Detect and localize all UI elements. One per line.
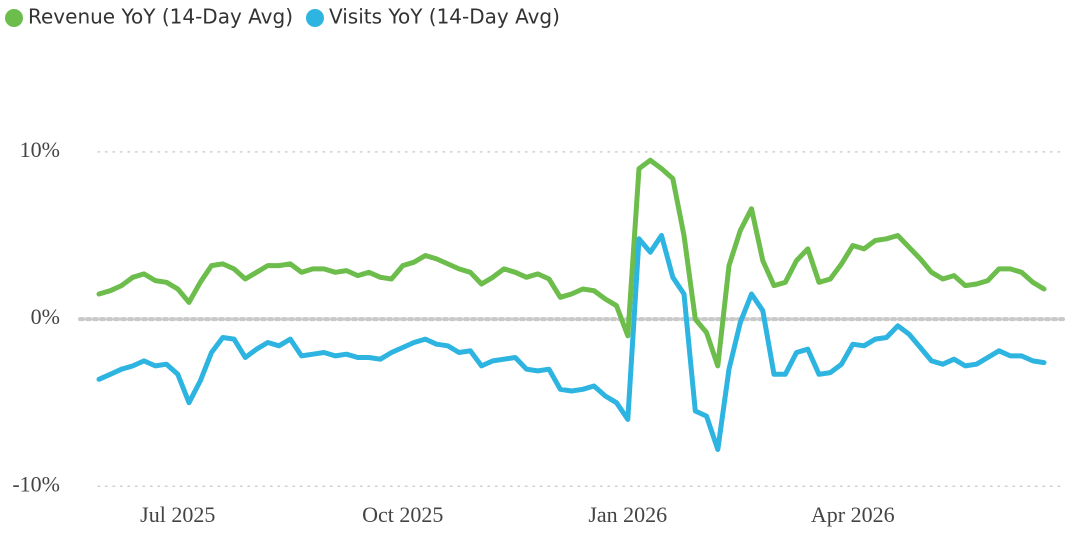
x-tick-label: Jan 2026 — [588, 502, 667, 527]
legend-marker — [5, 9, 23, 27]
series-line — [96, 157, 1047, 369]
legend: Revenue YoY (14-Day Avg) Visits YoY (14-D… — [5, 5, 560, 29]
legend-label: Revenue YoY (14-Day Avg) — [28, 5, 293, 29]
series-line — [96, 233, 1047, 452]
x-tick-label: Oct 2025 — [362, 502, 443, 527]
legend-marker — [306, 9, 324, 27]
y-tick-label: 0% — [31, 304, 60, 329]
x-tick-label: Apr 2026 — [811, 502, 895, 527]
y-tick-label: 10% — [20, 137, 60, 162]
x-tick-label: Jul 2025 — [140, 502, 215, 527]
legend-label: Visits YoY (14-Day Avg) — [329, 5, 560, 29]
y-tick-label: -10% — [12, 471, 60, 496]
